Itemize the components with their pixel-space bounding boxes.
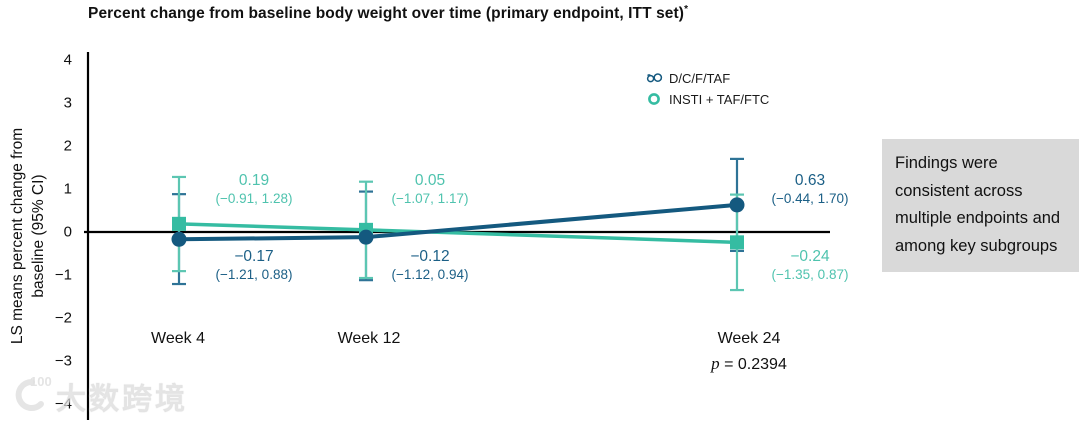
value-label-insti-2: 0.05 (−1.07, 1.17): [392, 171, 469, 208]
value-label-insti-1: 0.19 (−0.91, 1.28): [216, 171, 293, 208]
confidence-interval: (−0.44, 1.70): [771, 191, 849, 206]
confidence-interval: (−1.07, 1.17): [391, 191, 469, 206]
y-tick-label: 4: [63, 51, 72, 69]
point-estimate: 0.63: [794, 172, 826, 189]
chart-title-footnote-marker: *: [684, 4, 689, 15]
point-estimate: −0.12: [410, 248, 450, 265]
y-tick-label: −4: [54, 395, 72, 413]
legend-label-dcftaf: D/C/F/TAF: [669, 70, 731, 86]
y-tick-label: 0: [63, 223, 72, 241]
legend: D/C/F/TAF INSTI + TAF/FTC: [646, 70, 769, 107]
marker-dcftaf: [358, 229, 374, 245]
marker-insti: [730, 235, 744, 250]
point-estimate: 0.19: [238, 172, 270, 189]
y-tick-label: −2: [54, 309, 72, 327]
confidence-interval: (−1.35, 0.87): [771, 267, 849, 282]
point-estimate: 0.05: [414, 172, 446, 189]
confidence-interval: (−1.21, 0.88): [215, 267, 293, 282]
insti-legend-marker-icon: [646, 91, 663, 107]
legend-item-dcftaf: D/C/F/TAF: [646, 70, 769, 86]
x-axis-label-week-12: Week 12: [337, 330, 401, 347]
confidence-interval: (−1.12, 0.94): [391, 267, 469, 282]
x-axis-label-week-4: Week 4: [151, 330, 205, 347]
chart-title: Percent change from baseline body weight…: [88, 4, 688, 23]
value-label-insti-3: −0.24 (−1.35, 0.87): [772, 247, 849, 284]
marker-dcftaf: [729, 197, 745, 213]
p-value-label: p = 0.2394: [711, 354, 787, 374]
y-tick-label: 3: [63, 94, 72, 112]
legend-item-insti: INSTI + TAF/FTC: [646, 91, 769, 107]
p-symbol: p: [711, 354, 720, 373]
dcftaf-legend-marker-icon: [646, 70, 663, 86]
x-axis-label-week-24: Week 24: [717, 330, 781, 347]
value-label-dcftaf-3: 0.63 (−0.44, 1.70): [772, 171, 849, 208]
value-label-dcftaf-2: −0.12 (−1.12, 0.94): [392, 247, 469, 284]
y-tick-label: −3: [54, 352, 72, 370]
findings-callout: Findings were consistent across multiple…: [882, 139, 1079, 272]
chart-title-text: Percent change from baseline body weight…: [88, 5, 685, 23]
point-estimate: −0.24: [790, 248, 830, 265]
y-tick-label: −1: [54, 266, 72, 284]
legend-label-insti: INSTI + TAF/FTC: [669, 91, 770, 107]
point-estimate: −0.17: [234, 248, 274, 265]
p-value-text: = 0.2394: [724, 356, 787, 373]
value-label-dcftaf-1: −0.17 (−1.21, 0.88): [216, 247, 293, 284]
y-tick-label: 2: [63, 137, 72, 155]
confidence-interval: (−0.91, 1.28): [215, 191, 293, 206]
y-tick-label: 1: [63, 180, 72, 198]
marker-insti: [172, 216, 186, 231]
marker-dcftaf: [171, 231, 187, 247]
